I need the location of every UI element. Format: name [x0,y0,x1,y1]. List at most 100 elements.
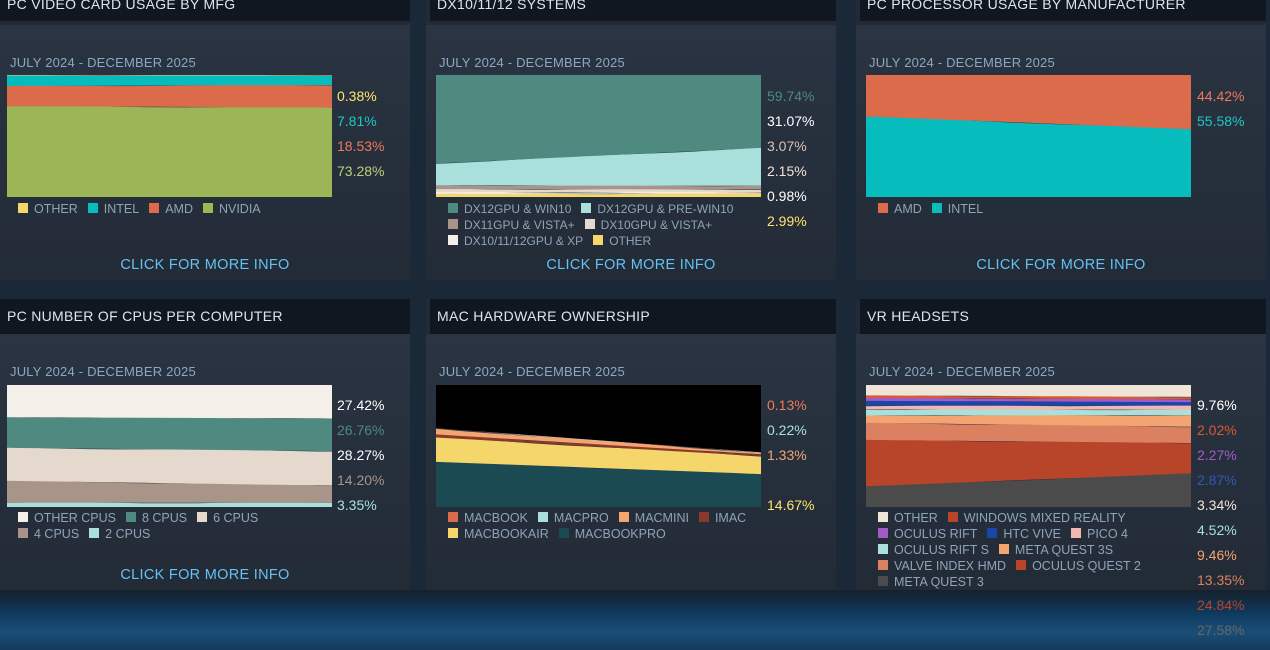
legend-item-dx10gpu-vista[interactable]: DX10GPU & VISTA+ [584,217,713,233]
legend-swatch [197,512,208,522]
legend-item-macbookair[interactable]: MACBOOKAIR [448,526,549,542]
area-macmini [436,428,761,455]
value-label: 73.28% [337,163,385,179]
legend-swatch [878,560,888,570]
legend-swatch [125,512,136,522]
legend-label: DX10GPU & VISTA+ [600,218,713,232]
legend-item-intel[interactable]: INTEL [931,201,984,217]
legend-item-dx11gpu-vista[interactable]: DX11GPU & VISTA+ [448,217,575,233]
area-valve-index-hmd [866,422,1191,444]
panel-dx-systems: DX10/11/12 SYSTEMS JULY 2024 - DECEMBER … [426,0,836,280]
legend-item-oculus-rift-s[interactable]: OCULUS RIFT S [878,542,989,558]
legend-item-4-cpus[interactable]: 4 CPUS [18,526,79,542]
panel-title: PC PROCESSOR USAGE BY MANUFACTURER [860,0,1266,21]
area-amd [866,75,1191,130]
legend-label: 4 CPUS [34,527,80,541]
legend-swatch [584,219,595,229]
legend-item-macbookpro[interactable]: MACBOOKPRO [558,526,666,542]
legend-item-other[interactable]: OTHER [18,201,78,217]
legend-item-other-cpus[interactable]: OTHER CPUS [18,510,116,526]
value-label: 26.76% [337,422,385,438]
legend-swatch [448,235,458,245]
legend-item-pico-4[interactable]: PICO 4 [1071,526,1128,542]
legend-item-intel[interactable]: INTEL [87,201,139,217]
legend-label: MACBOOKPRO [574,527,666,541]
area-2-cpus [7,502,332,507]
legend-swatch [18,203,28,213]
area-amd [7,84,332,108]
legend-item-dx12gpu-pre-win10[interactable]: DX12GPU & PRE-WIN10 [581,201,733,217]
legend-item-6-cpus[interactable]: 6 CPUS [197,510,258,526]
date-range: JULY 2024 - DECEMBER 2025 [10,55,196,70]
value-label: 24.84% [1197,597,1245,613]
legend-label: OTHER [609,234,652,248]
legend-item-dx12gpu-win10[interactable]: DX12GPU & WIN10 [448,201,571,217]
area-other [436,193,761,197]
legend-item-meta-quest-3[interactable]: META QUEST 3 [878,574,984,590]
value-label: 0.98% [767,188,807,204]
legend-item-macbook[interactable]: MACBOOK [448,510,528,526]
legend-item-windows-mixed-reality[interactable]: WINDOWS MIXED REALITY [947,510,1126,526]
value-label: 3.07% [767,138,807,154]
legend-item-imac[interactable]: IMAC [698,510,746,526]
legend-item-meta-quest-3s[interactable]: META QUEST 3S [998,542,1113,558]
legend-swatch [878,576,888,586]
legend-item-nvidia[interactable]: NVIDIA [202,201,261,217]
legend-label: 2 CPUS [105,527,151,541]
legend: MACBOOK MACPRO MACMINI IMAC MACBOOKAIR MACBOO… [448,510,768,542]
panel-mac-hardware: MAC HARDWARE OWNERSHIP JULY 2024 - DECEM… [426,299,836,590]
more-info-link[interactable]: CLICK FOR MORE INFO [546,257,716,273]
legend-item-macmini[interactable]: MACMINI [618,510,689,526]
legend-swatch [878,512,888,522]
more-info-link[interactable]: CLICK FOR MORE INFO [120,257,290,273]
legend-item-valve-index-hmd[interactable]: VALVE INDEX HMD [878,558,1006,574]
legend-item-amd[interactable]: AMD [149,201,193,217]
value-label: 3.34% [1197,497,1237,513]
legend-item-oculus-rift[interactable]: OCULUS RIFT [878,526,977,542]
legend-item-dx10-11-12gpu-xp[interactable]: DX10/11/12GPU & XP [448,233,583,249]
legend: AMD INTEL [878,201,1208,217]
value-label: 31.07% [767,113,815,129]
legend-label: MACPRO [553,511,609,525]
legend-swatch [1071,528,1081,538]
legend-swatch [947,512,958,522]
area-imac [436,434,761,457]
legend-item-other[interactable]: OTHER [878,510,938,526]
chart-processor[interactable] [866,75,1191,197]
panel-title: PC VIDEO CARD USAGE BY MFG [0,0,410,21]
legend-item-amd[interactable]: AMD [878,201,922,217]
legend-swatch [618,512,629,522]
legend-item-htc-vive[interactable]: HTC VIVE [987,526,1061,542]
area-other [866,385,1191,397]
area-4-cpus [7,480,332,503]
area-windows-mixed-reality [866,394,1191,400]
chart-dx-systems[interactable] [436,75,761,197]
chart-mac-hardware[interactable] [436,385,761,507]
legend-label: OTHER CPUS [34,511,116,525]
date-range: JULY 2024 - DECEMBER 2025 [869,55,1055,70]
chart-video-card[interactable] [7,75,332,197]
value-label: 14.67% [767,497,815,513]
legend-swatch [593,235,604,245]
date-range: JULY 2024 - DECEMBER 2025 [869,364,1055,379]
legend: OTHER INTEL AMD NVIDIA [18,201,348,217]
value-label: 2.15% [767,163,807,179]
value-label: 0.13% [767,397,807,413]
legend-label: 6 CPUS [213,511,259,525]
legend-item-other[interactable]: OTHER [593,233,651,249]
legend-item-8-cpus[interactable]: 8 CPUS [125,510,187,526]
legend-item-macpro[interactable]: MACPRO [537,510,609,526]
more-info-link[interactable]: CLICK FOR MORE INFO [976,257,1146,273]
legend-swatch [18,512,28,522]
chart-cpus[interactable] [7,385,332,507]
chart-vr-headsets[interactable] [866,385,1191,507]
value-label: 3.35% [337,497,377,513]
legend-label: PICO 4 [1087,527,1128,541]
value-label: 0.38% [337,88,377,104]
legend-swatch [878,528,888,538]
legend-item-oculus-quest-2[interactable]: OCULUS QUEST 2 [1016,558,1141,574]
more-info-link[interactable]: CLICK FOR MORE INFO [120,567,290,583]
legend-label: INTEL [947,202,984,216]
value-label: 27.42% [337,397,385,413]
legend-item-2-cpus[interactable]: 2 CPUS [89,526,150,542]
